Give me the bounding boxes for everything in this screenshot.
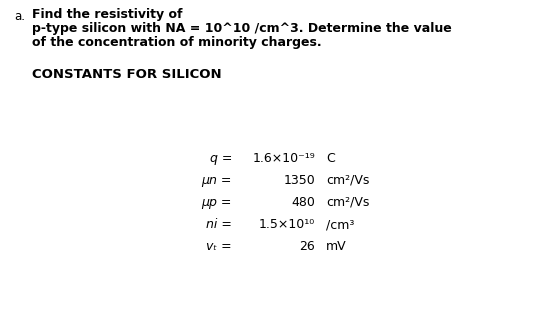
Text: a.: a.	[14, 10, 25, 23]
Text: cm²/Vs: cm²/Vs	[326, 174, 369, 187]
Text: CONSTANTS FOR SILICON: CONSTANTS FOR SILICON	[32, 68, 221, 81]
Text: cm²/Vs: cm²/Vs	[326, 196, 369, 209]
Text: 1.5×10¹⁰: 1.5×10¹⁰	[259, 218, 315, 231]
Text: 1350: 1350	[283, 174, 315, 187]
Text: μn =: μn =	[202, 174, 232, 187]
Text: 1.6×10⁻¹⁹: 1.6×10⁻¹⁹	[252, 152, 315, 165]
Text: vₜ =: vₜ =	[207, 240, 232, 253]
Text: mV: mV	[326, 240, 347, 253]
Text: of the concentration of minority charges.: of the concentration of minority charges…	[32, 36, 322, 49]
Text: q =: q =	[210, 152, 232, 165]
Text: Find the resistivity of: Find the resistivity of	[32, 8, 182, 21]
Text: 26: 26	[299, 240, 315, 253]
Text: μp =: μp =	[202, 196, 232, 209]
Text: p-type silicon with NA = 10^10 /cm^3. Determine the value: p-type silicon with NA = 10^10 /cm^3. De…	[32, 22, 452, 35]
Text: C: C	[326, 152, 335, 165]
Text: 480: 480	[291, 196, 315, 209]
Text: ni =: ni =	[206, 218, 232, 231]
Text: /cm³: /cm³	[326, 218, 355, 231]
